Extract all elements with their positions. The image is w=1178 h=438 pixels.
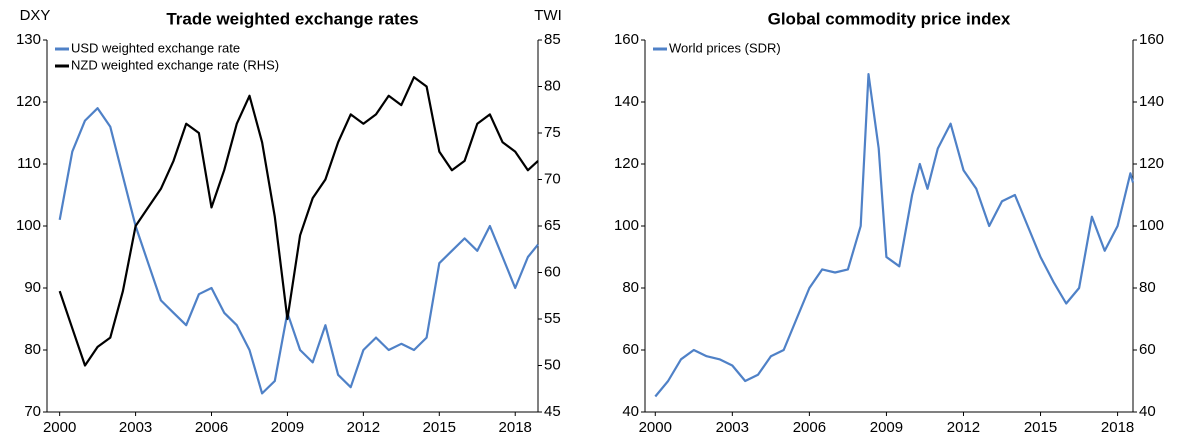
x-tick-label: 2012 xyxy=(347,419,380,436)
series-line xyxy=(58,107,539,395)
y2-tick-label: 140 xyxy=(1139,93,1164,110)
chart-title: Global commodity price index xyxy=(768,9,1011,28)
x-tick-label: 2015 xyxy=(423,419,456,436)
y-tick-label: 80 xyxy=(24,341,41,358)
y-tick-label: 140 xyxy=(614,93,639,110)
y-tick-label: 40 xyxy=(622,403,639,420)
x-tick-label: 2000 xyxy=(43,419,76,436)
y2-tick-label: 85 xyxy=(544,31,561,48)
y2-tick-label: 55 xyxy=(544,310,561,327)
x-tick-label: 2006 xyxy=(793,419,826,436)
y2-tick-label: 45 xyxy=(544,403,561,420)
y-tick-label: 120 xyxy=(614,155,639,172)
x-tick-label: 2003 xyxy=(716,419,749,436)
y-tick-label: 70 xyxy=(24,403,41,420)
x-tick-label: 2018 xyxy=(499,419,532,436)
y-axis-label: DXY xyxy=(20,7,51,24)
y2-tick-label: 120 xyxy=(1139,155,1164,172)
x-tick-label: 2009 xyxy=(271,419,304,436)
legend-label: World prices (SDR) xyxy=(669,40,781,55)
y-tick-label: 130 xyxy=(16,31,41,48)
x-tick-label: 2015 xyxy=(1024,419,1057,436)
y2-tick-label: 60 xyxy=(1139,341,1156,358)
y2-tick-label: 100 xyxy=(1139,217,1164,234)
x-tick-label: 2012 xyxy=(947,419,980,436)
y-tick-label: 80 xyxy=(622,279,639,296)
y-tick-label: 90 xyxy=(24,279,41,296)
y2-tick-label: 75 xyxy=(544,124,561,141)
x-tick-label: 2018 xyxy=(1101,419,1134,436)
y2-tick-label: 70 xyxy=(544,170,561,187)
legend-label: NZD weighted exchange rate (RHS) xyxy=(71,57,279,72)
y2-tick-label: 50 xyxy=(544,356,561,373)
y-tick-label: 100 xyxy=(16,217,41,234)
y2-axis-label: TWI xyxy=(534,7,562,24)
y2-tick-label: 40 xyxy=(1139,403,1156,420)
chart-title: Trade weighted exchange rates xyxy=(166,9,418,28)
y-tick-label: 120 xyxy=(16,93,41,110)
y2-tick-label: 80 xyxy=(544,77,561,94)
y2-tick-label: 160 xyxy=(1139,31,1164,48)
x-tick-label: 2003 xyxy=(119,419,152,436)
y-tick-label: 160 xyxy=(614,31,639,48)
y2-tick-label: 80 xyxy=(1139,279,1156,296)
legend-label: USD weighted exchange rate xyxy=(71,40,240,55)
x-tick-label: 2006 xyxy=(195,419,228,436)
y2-tick-label: 65 xyxy=(544,217,561,234)
x-tick-label: 2009 xyxy=(870,419,903,436)
series-line xyxy=(58,76,539,367)
x-tick-label: 2000 xyxy=(639,419,672,436)
y2-tick-label: 60 xyxy=(544,263,561,280)
series-line xyxy=(654,73,1135,398)
y-tick-label: 100 xyxy=(614,217,639,234)
y-tick-label: 60 xyxy=(622,341,639,358)
y-tick-label: 110 xyxy=(17,155,41,172)
